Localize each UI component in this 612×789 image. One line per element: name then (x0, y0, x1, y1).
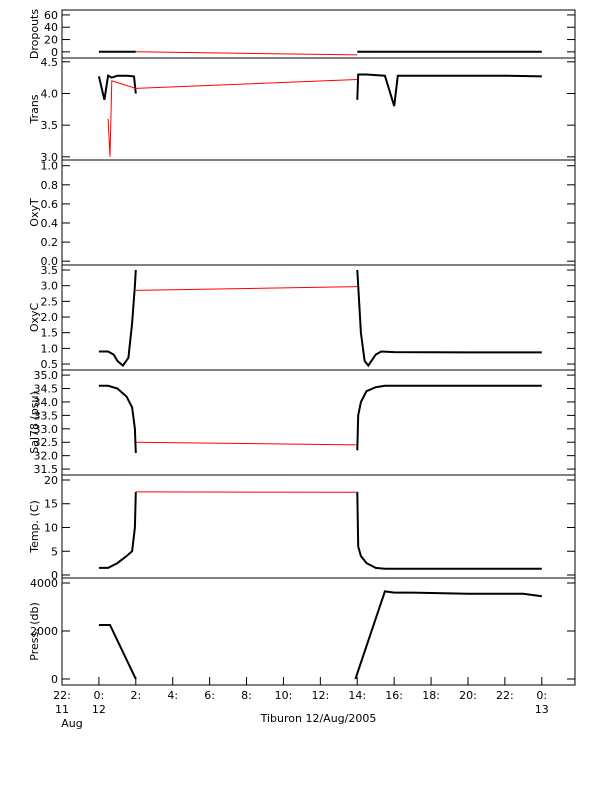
y-tick-label: 3.5 (41, 119, 59, 132)
panel-frame (62, 160, 575, 265)
y-tick-label: 2.0 (41, 311, 59, 324)
y-tick-label: 33.5 (34, 409, 59, 422)
y-axis-label: OxyC (28, 303, 41, 333)
series-line (99, 591, 542, 679)
x-tick-label: 4: (167, 689, 178, 702)
y-tick-label: 0.8 (41, 179, 59, 192)
y-axis-label: OxyT (28, 198, 41, 227)
x-tick-label: 2: (130, 689, 141, 702)
series-line (99, 75, 542, 107)
y-tick-label: 15 (44, 498, 58, 511)
y-tick-label: 4000 (30, 577, 58, 590)
x-axis-label: Tiburon 12/Aug/2005 (260, 712, 377, 725)
x-tick-label: 22: (496, 689, 514, 702)
x-tick-label: 14: (348, 689, 366, 702)
x-month-label: Aug (61, 717, 82, 730)
y-tick-label: 1.0 (41, 160, 59, 173)
x-day-label: 13 (535, 703, 549, 716)
y-tick-label: 1.5 (41, 327, 59, 340)
y-tick-label: 0.6 (41, 198, 59, 211)
x-tick-label: 16: (385, 689, 403, 702)
series-line (136, 287, 357, 291)
panel-frame (62, 265, 575, 370)
series-line (136, 442, 357, 445)
y-tick-label: 34.5 (34, 383, 59, 396)
y-tick-label: 40 (44, 21, 58, 34)
x-tick-label: 0: (94, 689, 105, 702)
series-line (136, 52, 357, 55)
panel-frame (62, 475, 575, 578)
series-line (99, 492, 542, 569)
y-tick-label: 20 (44, 34, 58, 47)
y-tick-label: 3.5 (41, 264, 59, 277)
x-tick-label: 22: (53, 689, 71, 702)
x-tick-label: 20: (459, 689, 477, 702)
y-axis-label: Dropouts (28, 9, 41, 59)
x-tick-label: 12: (311, 689, 329, 702)
y-tick-label: 32.0 (34, 450, 59, 463)
y-axis-label: Trans (28, 94, 41, 124)
y-tick-label: 0.2 (41, 236, 59, 249)
y-tick-label: 1.0 (41, 342, 59, 355)
x-tick-label: 8: (241, 689, 252, 702)
y-tick-label: 33.0 (34, 423, 59, 436)
series-line (99, 270, 542, 366)
y-tick-label: 2000 (30, 625, 58, 638)
x-tick-label: 0: (536, 689, 547, 702)
y-axis-label: Temp. (C) (28, 500, 41, 554)
y-tick-label: 0 (51, 673, 58, 686)
x-tick-label: 18: (422, 689, 440, 702)
y-tick-label: 20 (44, 474, 58, 487)
y-tick-label: 2.5 (41, 295, 59, 308)
x-day-label: 12 (92, 703, 106, 716)
panel-frame (62, 58, 575, 160)
x-tick-label: 10: (275, 689, 293, 702)
y-tick-label: 10 (44, 521, 58, 534)
y-tick-label: 3.0 (41, 280, 59, 293)
series-line (108, 80, 357, 157)
y-tick-label: 60 (44, 9, 58, 22)
y-tick-label: 32.5 (34, 436, 59, 449)
y-tick-label: 4.5 (41, 56, 59, 69)
y-tick-label: 34.0 (34, 396, 59, 409)
y-tick-label: 0.4 (41, 217, 59, 230)
y-tick-label: 5 (51, 545, 58, 558)
x-tick-label: 6: (204, 689, 215, 702)
y-tick-label: 35.0 (34, 369, 59, 382)
y-tick-label: 4.0 (41, 87, 59, 100)
x-day-label: 11 (55, 703, 69, 716)
